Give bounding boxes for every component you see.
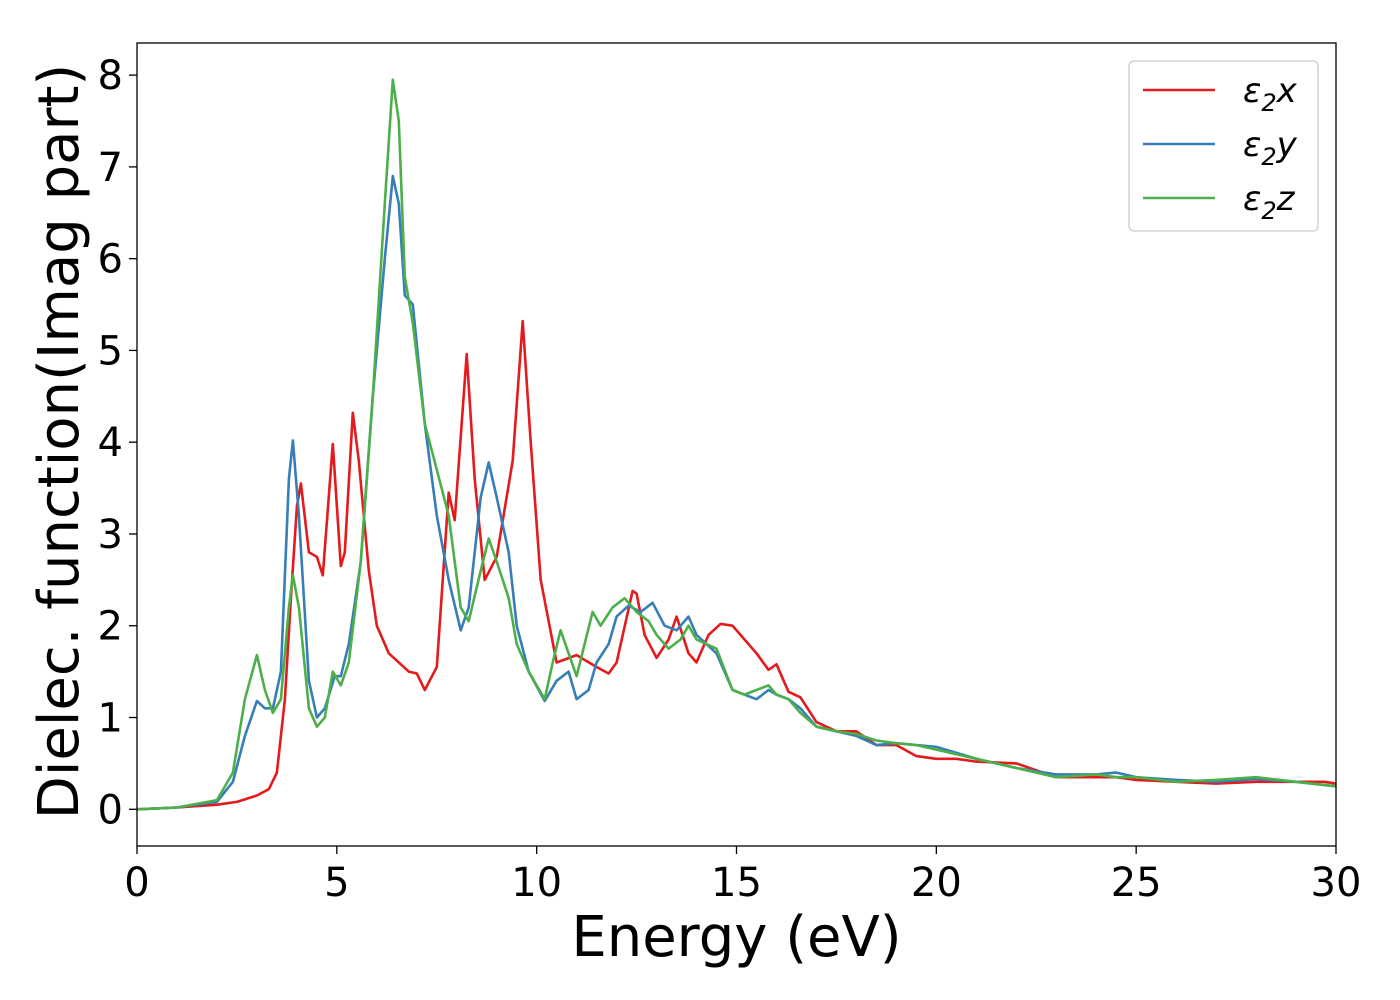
y-tick-label: 4: [98, 420, 123, 466]
legend-label: ε2x: [1243, 71, 1298, 117]
y-tick-label: 3: [98, 512, 123, 558]
x-tick-label: 20: [911, 860, 962, 906]
legend: ε2x ε2y ε2z: [1128, 60, 1319, 232]
legend-label: ε2y: [1243, 125, 1298, 171]
axes-layer: 0 5 10 15 20 25 30 0 1 2 3 4 5 6 7 8: [98, 42, 1362, 906]
legend-item-y: ε2y: [1143, 125, 1298, 171]
legend-box: [1128, 60, 1319, 232]
x-tick-label: 0: [124, 860, 149, 906]
y-tick-label: 6: [98, 237, 123, 283]
legend-label: ε2z: [1243, 179, 1296, 225]
y-tick-label: 8: [98, 53, 123, 99]
y-axis-title: Dielec. function(Imag part): [27, 64, 92, 820]
series-line-z: [137, 78, 1336, 811]
x-tick-label: 30: [1311, 860, 1362, 906]
x-tick-label: 5: [324, 860, 349, 906]
x-tick-label: 15: [711, 860, 762, 906]
legend-item-x: ε2x: [1143, 71, 1298, 117]
y-tick-label: 1: [98, 696, 123, 742]
x-tick-label: 25: [1111, 860, 1162, 906]
y-tick-label: 0: [98, 787, 123, 833]
y-tick-label: 5: [98, 328, 123, 374]
legend-item-z: ε2z: [1143, 179, 1296, 225]
x-axis-title: Energy (eV): [571, 905, 901, 970]
y-tick-label: 2: [98, 604, 123, 650]
x-tick-label: 10: [511, 860, 562, 906]
series-layer: [137, 78, 1336, 811]
y-tick-label: 7: [98, 145, 123, 191]
